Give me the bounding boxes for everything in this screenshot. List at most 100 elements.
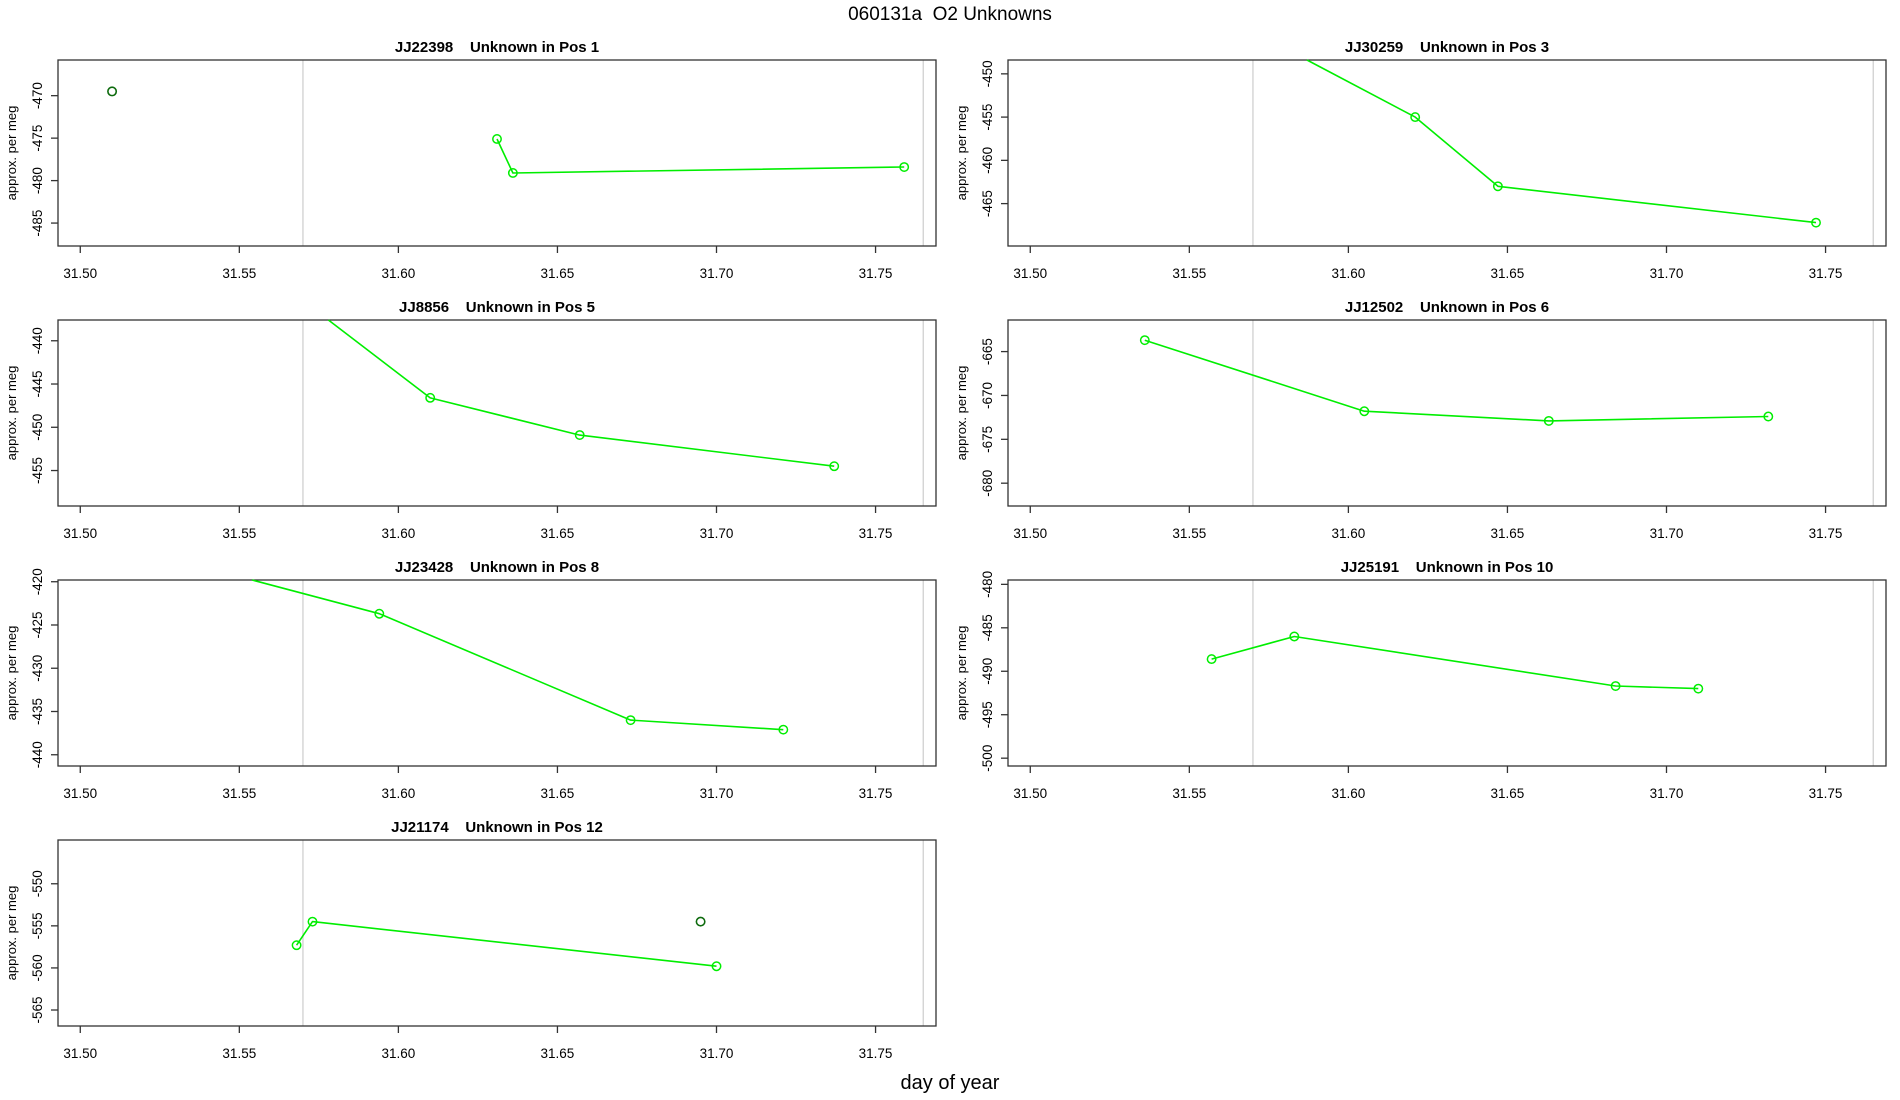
x-tick-label: 31.75 (1809, 526, 1843, 541)
x-tick-label: 31.60 (381, 1046, 415, 1061)
y-axis-title: approx. per meg (954, 626, 969, 721)
series-point-marker (574, 430, 585, 441)
series-line (327, 319, 835, 467)
series-point-marker (1139, 335, 1150, 346)
x-tick-label: 31.70 (1650, 266, 1684, 281)
y-tick-label: -455 (30, 457, 45, 484)
y-tick-label: -480 (980, 571, 995, 598)
y-axis-title: approx. per meg (954, 366, 969, 461)
y-tick-label: -440 (30, 741, 45, 768)
x-tick-label: 31.50 (63, 1046, 97, 1061)
x-tick-label: 31.65 (541, 1046, 575, 1061)
figure-title: 060131a O2 Unknowns (848, 4, 1052, 25)
x-tick-label: 31.65 (541, 266, 575, 281)
x-tick-label: 31.65 (541, 526, 575, 541)
isolated-point-marker (107, 86, 118, 97)
series-point-marker (307, 916, 318, 927)
y-tick-label: -455 (980, 104, 995, 131)
series-point-marker (1610, 681, 1621, 691)
series-point-marker (1289, 631, 1300, 642)
x-tick-label: 31.55 (222, 526, 256, 541)
plot-box (57, 839, 937, 1027)
x-tick-label: 31.50 (63, 526, 97, 541)
x-tick-label: 31.55 (1172, 526, 1206, 541)
plot-panel-JJ12502: JJ12502 Unknown in Pos 6 31.50 31.55 31.60 3… (950, 290, 1900, 550)
plot-panel-JJ8856: JJ8856 Unknown in Pos 5 31.50 31.55 31.60 31… (0, 290, 950, 550)
y-axis-title: approx. per meg (4, 366, 19, 461)
x-tick-label: 31.60 (1331, 266, 1365, 281)
series-point-marker (1206, 654, 1217, 665)
x-tick-label: 31.75 (859, 1046, 893, 1061)
x-tick-label: 31.70 (700, 526, 734, 541)
plot-title: JJ30259 Unknown in Pos 3 (1345, 39, 1549, 56)
y-tick-label: -450 (980, 60, 995, 87)
series-point-marker (1693, 683, 1704, 694)
plot-panel-JJ30259: JJ30259 Unknown in Pos 3 31.50 31.55 31.60 3… (950, 30, 1900, 290)
x-tick-label: 31.75 (859, 266, 893, 281)
plot-svg-JJ8856: JJ8856 Unknown in Pos 5 31.50 31.55 31.60 31… (4, 299, 937, 541)
x-tick-label: 31.55 (1172, 786, 1206, 801)
plot-panel-JJ23428: JJ23428 Unknown in Pos 8 31.50 31.55 31.60 3… (0, 550, 950, 810)
x-tick-label: 31.75 (1809, 786, 1843, 801)
plot-box (57, 319, 937, 507)
x-tick-label: 31.55 (222, 786, 256, 801)
x-tick-label: 31.50 (63, 266, 97, 281)
plot-box (1007, 579, 1887, 767)
x-tick-label: 31.75 (859, 786, 893, 801)
y-tick-label: -565 (30, 996, 45, 1023)
x-tick-label: 31.65 (1491, 266, 1525, 281)
y-tick-label: -555 (30, 912, 45, 939)
y-tick-label: -485 (30, 210, 45, 237)
plot-box (1007, 59, 1887, 247)
x-tick-label: 31.60 (1331, 786, 1365, 801)
y-tick-label: -465 (980, 190, 995, 217)
x-tick-label: 31.70 (700, 266, 734, 281)
y-axis-title: approx. per meg (954, 106, 969, 201)
plot-title: JJ25191 Unknown in Pos 10 (1341, 559, 1554, 576)
series-point-marker (711, 961, 722, 972)
x-tick-label: 31.75 (859, 526, 893, 541)
series-point-marker (778, 724, 789, 735)
series-point-marker (829, 461, 840, 472)
plot-grid: JJ22398 Unknown in Pos 1 31.50 31.55 31.60 3… (0, 30, 1900, 1070)
x-tick-label: 31.55 (222, 1046, 256, 1061)
x-tick-label: 31.55 (222, 266, 256, 281)
y-tick-label: -450 (30, 414, 45, 441)
plot-svg-JJ12502: JJ12502 Unknown in Pos 6 31.50 31.55 31.60 3… (954, 299, 1887, 541)
x-tick-label: 31.75 (1809, 266, 1843, 281)
y-tick-label: -480 (30, 167, 45, 194)
x-tick-label: 31.70 (700, 1046, 734, 1061)
plot-title: JJ12502 Unknown in Pos 6 (1345, 299, 1549, 316)
series-line (295, 920, 717, 967)
series-point-marker (1410, 112, 1421, 123)
isolated-point-marker (695, 916, 706, 927)
y-tick-label: -550 (30, 870, 45, 897)
plot-title: JJ23428 Unknown in Pos 8 (395, 559, 599, 576)
x-tick-label: 31.70 (700, 786, 734, 801)
x-tick-label: 31.50 (1013, 786, 1047, 801)
series-point-marker (899, 162, 910, 172)
series-line (496, 138, 905, 174)
series-point-marker (1359, 406, 1370, 417)
series-point-marker (425, 392, 436, 403)
x-tick-label: 31.65 (541, 786, 575, 801)
plot-svg-JJ23428: JJ23428 Unknown in Pos 8 31.50 31.55 31.60 3… (4, 559, 937, 801)
plot-panel-JJ25191: JJ25191 Unknown in Pos 10 31.50 31.55 31.60… (950, 550, 1900, 810)
x-tick-label: 31.55 (1172, 266, 1206, 281)
x-tick-label: 31.65 (1491, 786, 1525, 801)
x-tick-label: 31.50 (63, 786, 97, 801)
plot-box (1007, 319, 1887, 507)
series-point-marker (507, 168, 518, 178)
y-tick-label: -675 (980, 426, 995, 453)
y-tick-label: -670 (980, 382, 995, 409)
series-point-marker (291, 940, 302, 951)
x-tick-label: 31.70 (1650, 786, 1684, 801)
y-tick-label: -460 (980, 147, 995, 174)
plot-title: JJ21174 Unknown in Pos 12 (391, 819, 603, 836)
y-tick-label: -500 (980, 745, 995, 772)
plot-panel-JJ22398: JJ22398 Unknown in Pos 1 31.50 31.55 31.60 3… (0, 30, 950, 290)
plot-box (57, 579, 937, 767)
y-tick-label: -680 (980, 470, 995, 497)
plot-box (57, 59, 937, 247)
